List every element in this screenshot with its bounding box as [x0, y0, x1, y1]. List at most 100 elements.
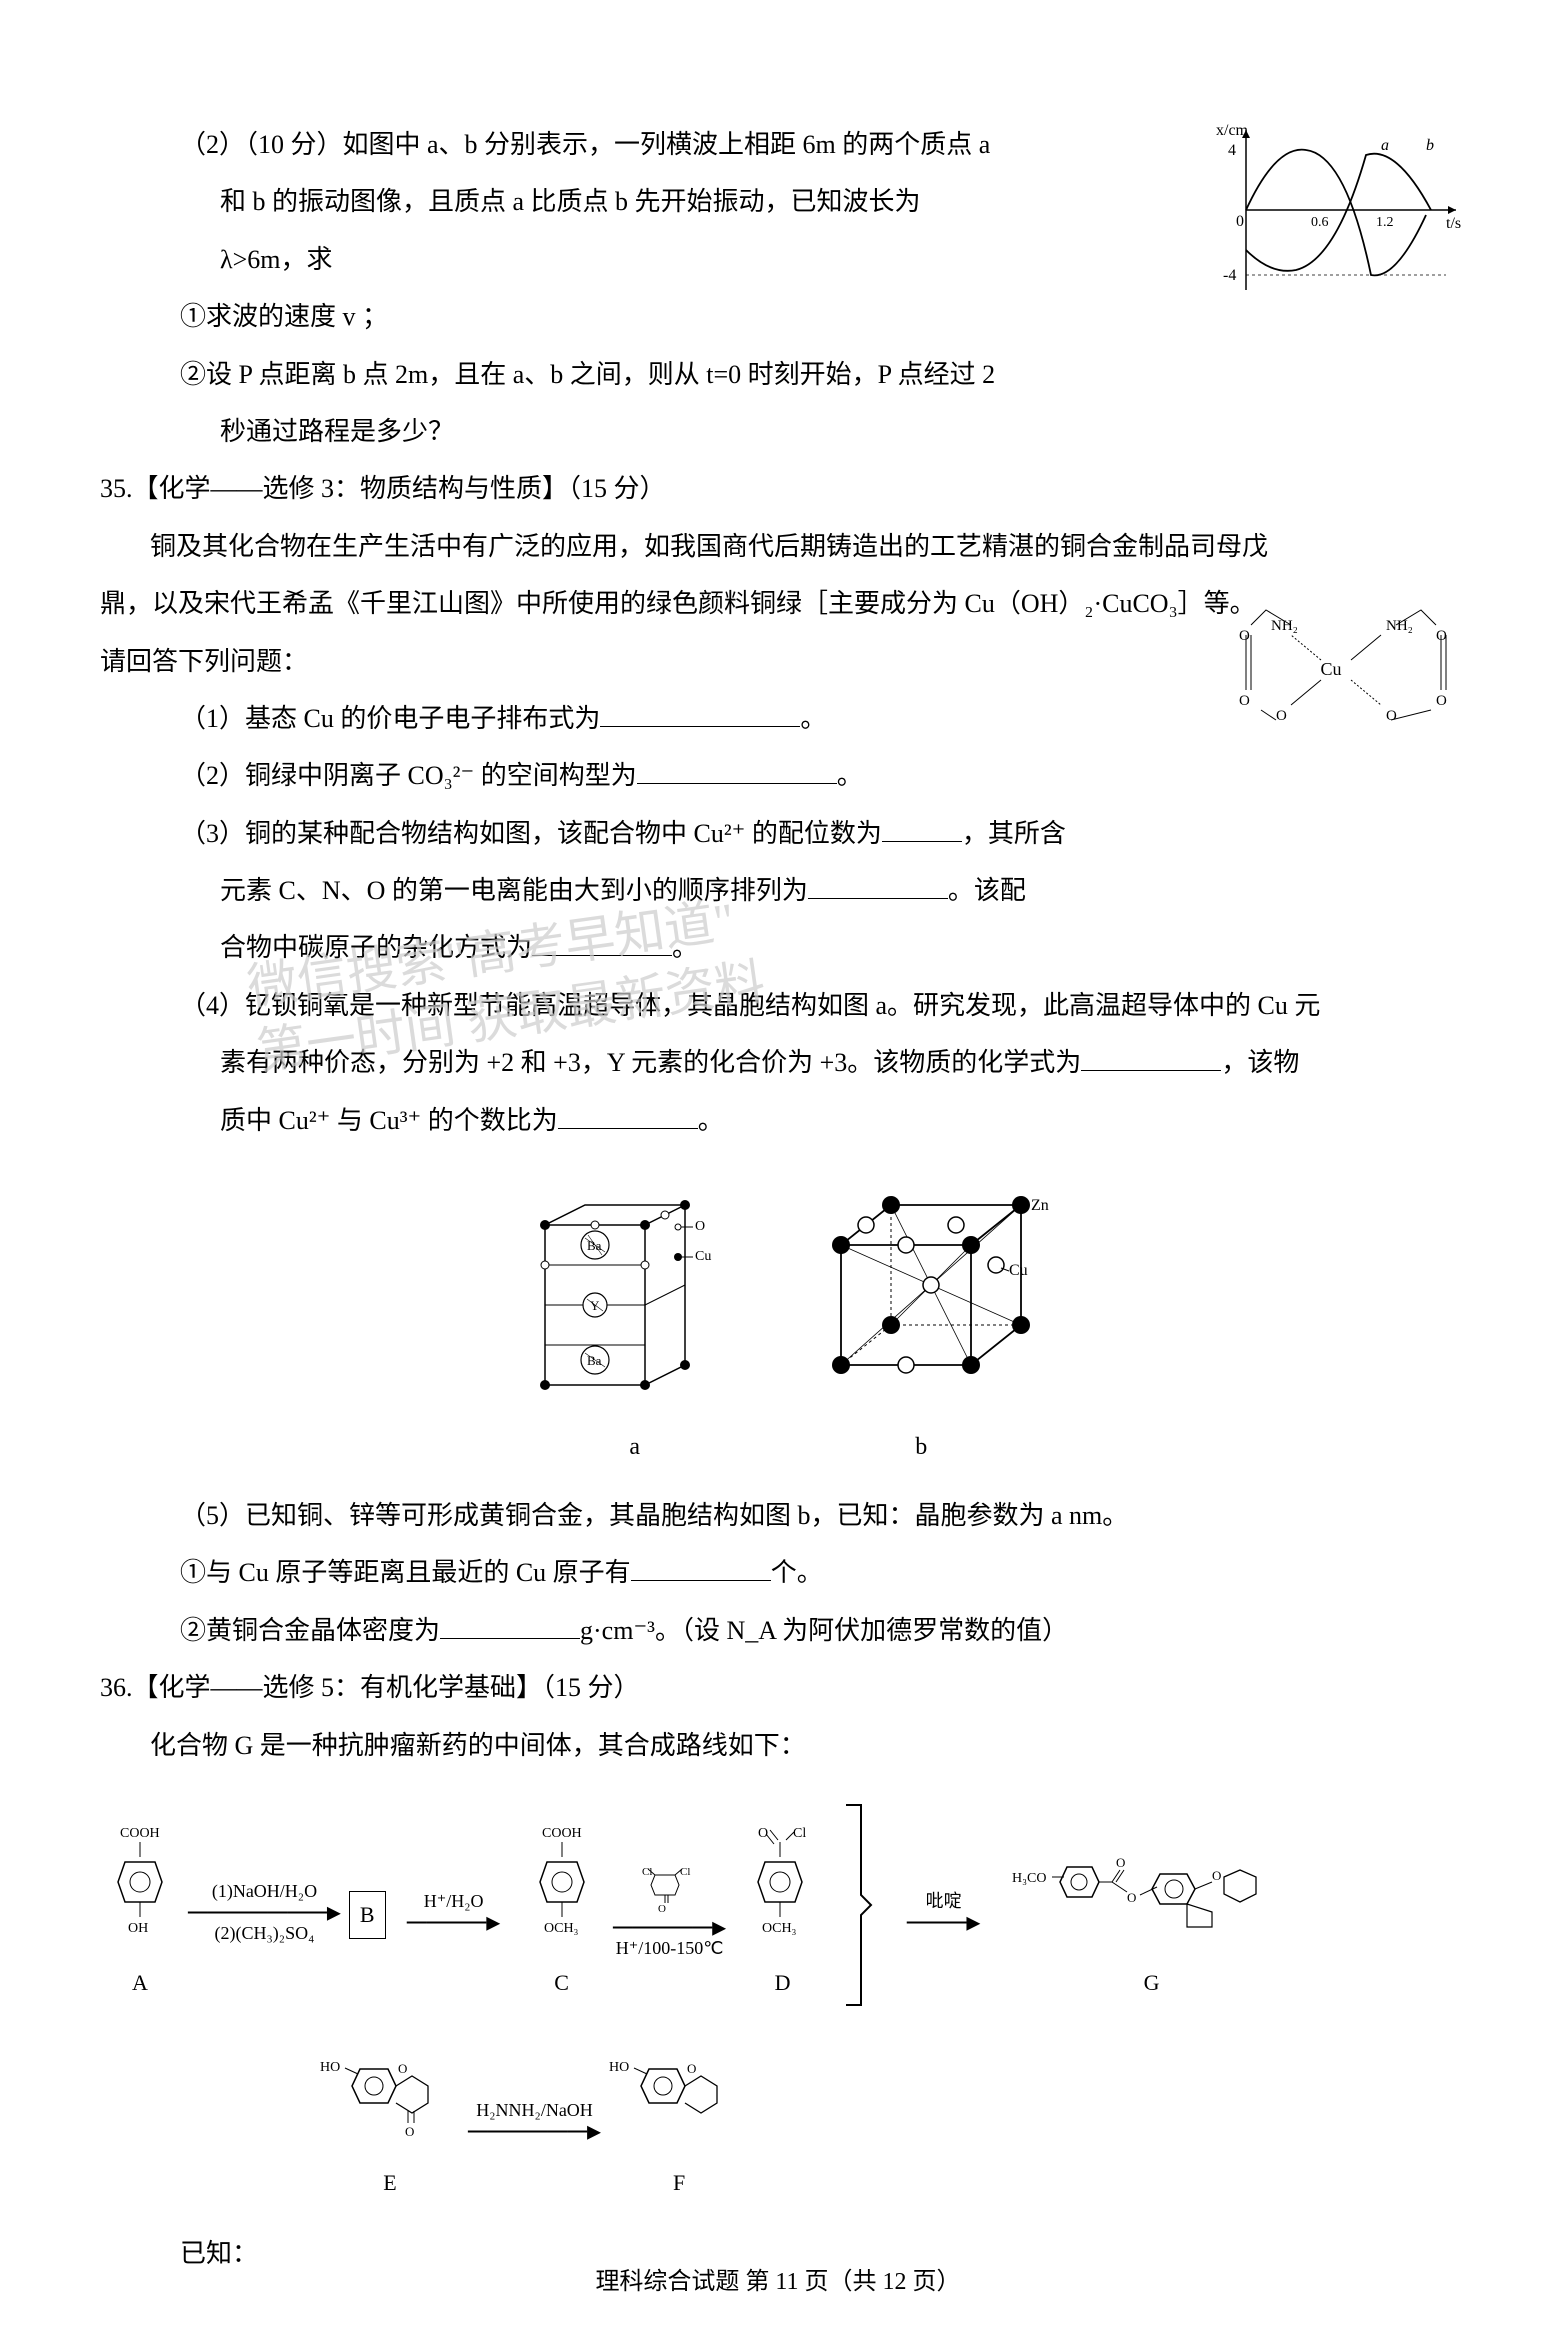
q35-sub3c: 元素 C、N、O 的第一电离能由大到小的顺序排列为 。该配 — [100, 866, 1456, 915]
synthesis-scheme: COOH OH A (1)NaOH/H₂O ───────▸ (2)(CH₃)₂… — [100, 1795, 1456, 2204]
molecule-b-box: B — [349, 1888, 386, 1939]
molecule-c: COOH OCH₃ C — [522, 1822, 602, 2004]
svg-text:O: O — [1386, 708, 1397, 724]
label-c: C — [522, 1962, 602, 2004]
svg-text:0.6: 0.6 — [1311, 215, 1329, 230]
svg-text:O: O — [758, 1826, 768, 1841]
svg-text:NH₂: NH₂ — [1386, 618, 1413, 634]
crystal-label-a: a — [495, 1425, 775, 1471]
q35-sub3a-text: （3）铜的某种配合物结构如图，该配合物中 Cu²⁺ 的配位数为 — [180, 819, 882, 848]
svg-text:Cl: Cl — [642, 1867, 652, 1878]
arrow-ef: H₂NNH₂/NaOH ──────▸ — [468, 2101, 601, 2143]
text: ②黄铜合金晶体密度为 — [180, 1616, 440, 1645]
crystal-a-diagram: Ba Y Ba O Cu — [485, 1165, 725, 1405]
blank-field[interactable] — [440, 1617, 580, 1639]
q35-sub3e: 合物中碳原子的杂化方式为 。 — [100, 923, 1456, 972]
crystal-diagrams-container: Ba Y Ba O Cu — [100, 1165, 1456, 1471]
blank-field[interactable] — [532, 934, 672, 956]
q35-title: 35.【化学——选修 3：物质结构与性质】（15 分） — [100, 464, 1456, 513]
svg-text:O: O — [1239, 693, 1250, 709]
blank-field[interactable] — [600, 705, 800, 727]
label-d: D — [738, 1962, 828, 2004]
label-e: E — [320, 2162, 460, 2204]
blank-field[interactable] — [631, 1559, 771, 1581]
svg-text:-4: -4 — [1223, 267, 1236, 284]
q34-sub2b: 秒通过路程是多少？ — [100, 407, 1456, 456]
crystal-label-b: b — [781, 1425, 1061, 1471]
q35-sub3e-text: 合物中碳原子的杂化方式为 — [220, 933, 532, 962]
blank-field[interactable] — [558, 1107, 698, 1129]
molecule-f: HO O F — [609, 2041, 749, 2203]
q35-sub1-text: （1）基态 Cu 的价电子电子排布式为 — [180, 704, 600, 733]
svg-text:Zn: Zn — [1031, 1197, 1049, 1214]
wave-graph: x/cm t/s 4 -4 0 0.6 1.2 a b — [1216, 120, 1466, 300]
blank-field[interactable] — [808, 877, 948, 899]
svg-text:1.2: 1.2 — [1376, 215, 1394, 230]
label-a: A — [100, 1962, 180, 2004]
svg-text:4: 4 — [1228, 142, 1236, 159]
q36-intro: 化合物 G 是一种抗肿瘤新药的中间体，其合成路线如下： — [100, 1721, 1456, 1770]
period: 。 — [800, 704, 826, 733]
period: 。 — [698, 1106, 724, 1135]
q35-intro1: 铜及其化合物在生产生活中有广泛的应用，如我国商代后期铸造出的工艺精湛的铜合金制品… — [100, 522, 1456, 571]
svg-text:COOH: COOH — [542, 1826, 582, 1841]
svg-text:Cu: Cu — [1009, 1262, 1028, 1279]
q35-sub5: （5）已知铜、锌等可形成黄铜合金，其晶胞结构如图 b，已知：晶胞参数为 a nm… — [100, 1491, 1456, 1540]
text: 质中 Cu²⁺ 与 Cu³⁺ 的个数比为 — [220, 1106, 558, 1135]
text: ，该物 — [1221, 1048, 1299, 1077]
label-f: F — [609, 2162, 749, 2204]
svg-text:O: O — [1436, 693, 1447, 709]
svg-text:O: O — [695, 1219, 705, 1234]
svg-text:O: O — [1276, 708, 1287, 724]
svg-text:O: O — [1239, 628, 1250, 644]
crystal-b-diagram: Zn Cu — [791, 1165, 1071, 1405]
svg-text:O: O — [1212, 1868, 1221, 1883]
svg-text:H₃CO: H₃CO — [1012, 1871, 1046, 1886]
label-g: G — [1012, 1962, 1292, 2004]
q35-sub4a: （4）钇钡铜氧是一种新型节能高温超导体，其晶胞结构如图 a。研究发现，此高温超导… — [100, 981, 1456, 1030]
text: g·cm⁻³。（设 N_A 为阿伏加德罗常数的值） — [580, 1616, 1068, 1645]
q35-sub5-2: ②黄铜合金晶体密度为 g·cm⁻³。（设 N_A 为阿伏加德罗常数的值） — [100, 1606, 1456, 1655]
arrow-bc: H⁺/H₂O ────▸ — [394, 1892, 514, 1934]
blank-field[interactable] — [1081, 1049, 1221, 1071]
arrow-dg: 吡啶 ───▸ — [884, 1892, 1004, 1934]
svg-text:HO: HO — [320, 2060, 340, 2075]
text: 素有两种价态，分别为 +2 和 +3，Y 元素的化合价为 +3。该物质的化学式为 — [220, 1048, 1081, 1077]
svg-text:b: b — [1426, 137, 1434, 154]
svg-text:Y: Y — [590, 1298, 600, 1313]
svg-text:O: O — [687, 2061, 696, 2076]
svg-text:a: a — [1381, 137, 1389, 154]
svg-text:O: O — [398, 2061, 407, 2076]
svg-text:O: O — [1116, 1855, 1125, 1870]
q35-sub3a: （3）铜的某种配合物结构如图，该配合物中 Cu²⁺ 的配位数为 ，其所含 — [100, 809, 1456, 858]
molecule-d: O Cl OCH₃ D — [738, 1822, 828, 2004]
svg-text:NH₂: NH₂ — [1271, 618, 1298, 634]
text: ，其所含 — [962, 819, 1066, 848]
svg-text:OCH₃: OCH₃ — [544, 1921, 579, 1936]
blank-field[interactable] — [882, 820, 962, 842]
q36-title: 36.【化学——选修 5：有机化学基础】（15 分） — [100, 1663, 1456, 1712]
svg-text:Ba: Ba — [587, 1353, 602, 1368]
text: 。该配 — [948, 876, 1026, 905]
period: 。 — [837, 761, 863, 790]
cu-complex-structure: Cu NH₂ NH₂ O O O O O O — [1236, 580, 1456, 760]
q35-sub2-text: （2）铜绿中阴离子 CO₃²⁻ 的空间构型为 — [180, 761, 637, 790]
blank-field[interactable] — [637, 762, 837, 784]
arrow-ab: (1)NaOH/H₂O ───────▸ (2)(CH₃)₂SO₄ — [188, 1882, 341, 1944]
page-footer: 理科综合试题 第 11 页（共 12 页） — [0, 2260, 1556, 2306]
svg-text:OH: OH — [128, 1921, 148, 1936]
y-axis-label: x/cm — [1216, 122, 1249, 139]
q35-sub5-1: ①与 Cu 原子等距离且最近的 Cu 原子有个。 — [100, 1548, 1456, 1597]
svg-text:0: 0 — [1236, 213, 1244, 230]
molecule-g: H₃CO O O O G — [1012, 1822, 1292, 2004]
arrow-cd: Cl Cl O ─────▸ H⁺/100-150℃ — [610, 1867, 730, 1959]
svg-text:Cl: Cl — [680, 1867, 690, 1878]
period: 。 — [672, 933, 698, 962]
molecule-e: HO O O E — [320, 2041, 460, 2203]
q34-sub2a: ②设 P 点距离 b 点 2m，且在 a、b 之间，则从 t=0 时刻开始，P … — [100, 350, 1456, 399]
svg-text:HO: HO — [609, 2060, 629, 2075]
q35-sub4d: 质中 Cu²⁺ 与 Cu³⁺ 的个数比为 。 — [100, 1096, 1456, 1145]
svg-text:OCH₃: OCH₃ — [762, 1921, 797, 1936]
bracket-icon — [836, 1795, 876, 2031]
q35-sub3c-text: 元素 C、N、O 的第一电离能由大到小的顺序排列为 — [220, 876, 808, 905]
